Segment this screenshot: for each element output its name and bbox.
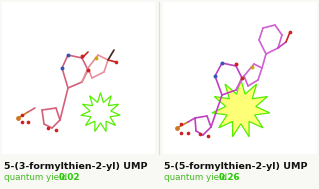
Text: quantum yield: quantum yield: [4, 173, 70, 182]
Point: [85, 68, 91, 71]
Point: [287, 30, 293, 33]
Point: [174, 126, 180, 129]
Point: [79, 54, 85, 57]
Point: [59, 67, 64, 70]
Point: [212, 74, 218, 77]
Point: [19, 121, 25, 124]
Point: [178, 132, 183, 135]
Point: [249, 65, 255, 68]
Bar: [2, 2, 155, 154]
Point: [178, 122, 183, 125]
Point: [205, 135, 211, 138]
Point: [234, 63, 239, 66]
Point: [114, 60, 119, 64]
Text: 5-(3-formylthien-2-yl) UMP: 5-(3-formylthien-2-yl) UMP: [4, 162, 147, 171]
Text: 0.26: 0.26: [219, 173, 241, 182]
Point: [197, 132, 203, 136]
Polygon shape: [212, 79, 270, 137]
Point: [15, 116, 20, 119]
Point: [19, 113, 25, 116]
Point: [65, 53, 70, 57]
Point: [26, 121, 31, 124]
Text: quantum yield: quantum yield: [164, 173, 230, 182]
Bar: [163, 2, 317, 154]
Text: 5-(5-formylthien-2-yl) UMP: 5-(5-formylthien-2-yl) UMP: [164, 162, 308, 171]
Point: [45, 126, 50, 129]
Point: [219, 61, 225, 64]
Text: 0.02: 0.02: [59, 173, 80, 182]
Point: [54, 129, 59, 132]
Point: [240, 77, 245, 80]
Point: [93, 57, 99, 60]
Point: [185, 132, 190, 135]
